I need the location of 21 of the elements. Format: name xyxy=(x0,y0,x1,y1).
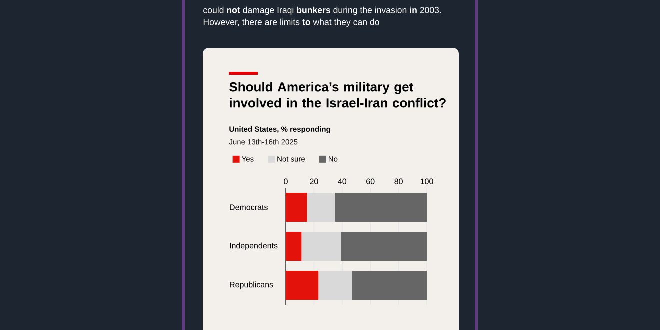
bar xyxy=(340,232,428,261)
x-tick-label: 20 xyxy=(310,178,318,184)
bar xyxy=(302,232,341,261)
y-tick-label: Republicans xyxy=(230,282,274,290)
x-tick-label: 40 xyxy=(338,178,347,184)
bar xyxy=(335,193,428,222)
x-tick-label: 60 xyxy=(366,178,375,184)
text: However, there are limits to what they can do xyxy=(204,18,380,28)
bar xyxy=(286,271,318,300)
bar xyxy=(286,232,302,261)
bar xyxy=(307,193,336,222)
bar xyxy=(318,271,352,300)
bar xyxy=(286,193,308,222)
text: could not damage Iraqi bunkers during the invasion in 2003. xyxy=(204,6,442,16)
bar xyxy=(352,271,428,300)
x-tick-label: 80 xyxy=(394,178,403,184)
x-tick-label: 100 xyxy=(420,178,434,184)
y-tick-label: Independents xyxy=(230,242,278,250)
y-tick-label: Democrats xyxy=(230,204,268,210)
chart-title: Should America’s military get involved in the Israel-Iran conflict? xyxy=(230,82,446,108)
x-tick-label: 0 xyxy=(284,178,288,184)
